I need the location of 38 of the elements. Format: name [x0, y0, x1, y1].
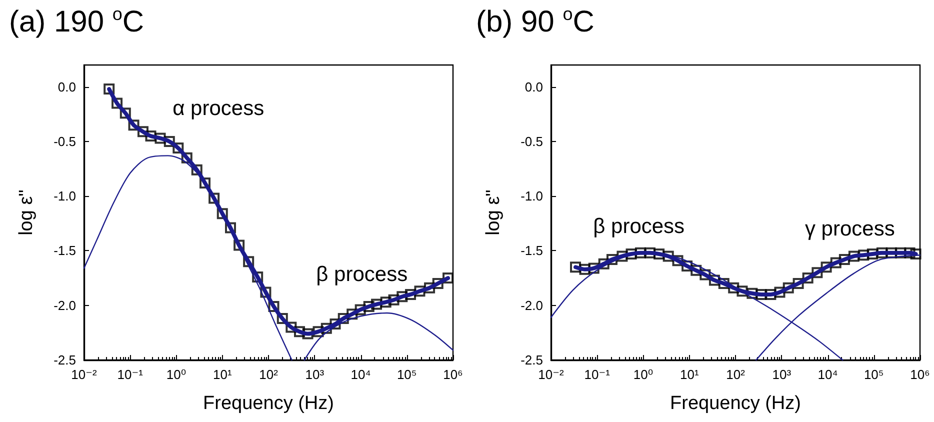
y-axis-title: log ε": [16, 190, 37, 236]
annotation: α process: [172, 97, 264, 120]
annotation: γ process: [804, 218, 895, 241]
x-tick-label: 10⁻¹: [117, 367, 144, 382]
x-tick-label: 10⁶: [910, 367, 930, 382]
x-tick-label: 10⁵: [864, 367, 884, 382]
y-tick-label: 0.0: [58, 79, 76, 94]
x-tick-label: 10³: [772, 367, 792, 382]
annotation: β process: [593, 215, 685, 238]
x-tick-label: 10⁻²: [538, 367, 564, 382]
y-tick-label: -0.5: [54, 134, 76, 149]
y-axis-title: log ε": [483, 190, 504, 236]
x-tick-label: 10⁵: [396, 367, 417, 382]
y-tick-label: -1.0: [54, 188, 76, 204]
x-tick-label: 10⁻¹: [584, 367, 611, 382]
x-tick-label: 10⁻²: [71, 367, 98, 382]
annotation: β process: [316, 263, 408, 286]
x-axis-title: Frequency (Hz): [670, 393, 801, 414]
x-tick-label: 10¹: [212, 367, 232, 382]
x-tick-label: 10⁰: [166, 367, 186, 382]
x-tick-label: 10⁴: [818, 367, 838, 382]
x-axis-title: Frequency (Hz): [203, 393, 334, 414]
y-tick-label: -2.5: [520, 352, 543, 368]
y-tick-label: -1.5: [520, 243, 543, 258]
y-tick-label: -2.5: [54, 352, 76, 368]
x-tick-label: 10²: [726, 367, 746, 382]
x-tick-label: 10⁰: [633, 367, 654, 382]
y-tick-label: -0.5: [520, 134, 543, 149]
x-tick-label: 10¹: [680, 367, 700, 382]
y-tick-label: -2.0: [520, 298, 543, 313]
x-tick-label: 10⁴: [350, 367, 371, 382]
x-tick-label: 10³: [305, 367, 325, 382]
y-tick-label: 0.0: [524, 79, 543, 94]
y-tick-label: -2.0: [54, 298, 76, 313]
y-tick-label: -1.0: [520, 188, 543, 204]
y-tick-label: -1.5: [54, 243, 76, 258]
x-tick-label: 10⁶: [443, 367, 463, 382]
x-tick-label: 10²: [259, 367, 279, 382]
